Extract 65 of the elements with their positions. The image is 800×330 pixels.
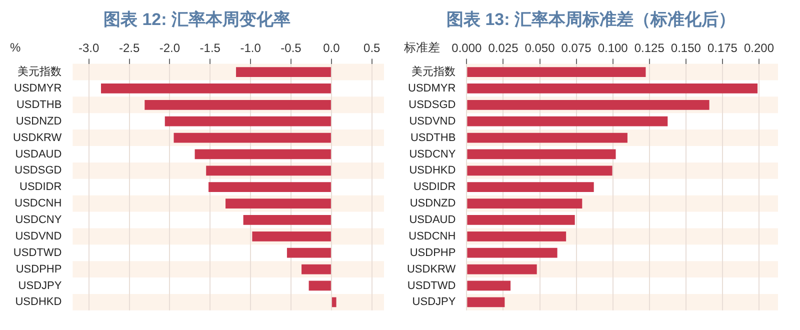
y-tick-label: USDTHB (16, 98, 62, 111)
x-tick-label: 0.200 (744, 40, 774, 55)
bar (467, 280, 511, 291)
y-tick-label: USDKRW (12, 132, 62, 144)
x-tick-label: 0.025 (488, 40, 519, 55)
y-tick-label: USDPHP (16, 263, 62, 276)
y-tick-label: USDJPY (412, 296, 456, 308)
x-tick-label: -0.5 (280, 40, 302, 55)
y-tick-label: USDCNY (15, 214, 62, 226)
y-tick-label: USDNZD (16, 115, 62, 128)
x-tick-label: 0.5 (364, 40, 381, 55)
x-axis-title: 标准差 (403, 40, 440, 55)
chart-title: 图表 12: 汇率本周变化率 (103, 10, 291, 29)
bar (467, 264, 537, 274)
x-tick-label: 0.0 (323, 40, 340, 55)
y-tick-label: USDAUD (15, 148, 62, 160)
bar (467, 67, 646, 77)
y-tick-label: USDKRW (406, 263, 456, 276)
bar (467, 166, 612, 176)
y-tick-label: USDSGD (14, 164, 62, 177)
bar (467, 231, 566, 242)
y-tick-label: USDPHP (410, 246, 456, 259)
x-tick-label: 0.050 (524, 40, 556, 55)
y-tick-label: USDSGD (408, 98, 456, 111)
y-tick-label: USDIDR (20, 181, 62, 194)
bar (467, 215, 575, 225)
y-tick-label: USDTWD (13, 246, 62, 259)
x-tick-label: 0.075 (561, 40, 592, 55)
y-tick-label: USDVND (15, 230, 62, 242)
y-tick-label: USDNZD (410, 198, 456, 210)
x-tick-label: 0.125 (634, 40, 665, 55)
x-axis-title: % (10, 40, 21, 55)
y-tick-label: USDIDR (414, 181, 456, 194)
x-tick-label: 0.100 (598, 40, 628, 55)
x-tick-label: 0.000 (452, 40, 482, 55)
y-tick-label: USDAUD (409, 214, 456, 226)
y-tick-label: 美元指数 (412, 65, 456, 78)
y-tick-label: USDCNH (408, 230, 456, 242)
x-tick-label: -3.0 (78, 40, 100, 55)
bar (467, 297, 505, 308)
x-tick-label: -1.5 (200, 40, 221, 55)
y-tick-label: USDCNY (409, 148, 456, 160)
y-tick-label: USDCNH (14, 198, 62, 210)
y-tick-label: USDMYR (14, 82, 62, 94)
bar (467, 248, 558, 258)
bar (467, 84, 758, 94)
x-tick-label: -2.5 (118, 40, 140, 55)
bar (467, 182, 594, 192)
bar (467, 198, 582, 208)
bar (467, 132, 628, 143)
x-tick-label: 0.175 (707, 40, 738, 55)
y-tick-label: USDMYR (408, 82, 456, 94)
y-tick-label: USDHKD (15, 296, 62, 308)
x-tick-label: -2.0 (159, 40, 180, 55)
y-tick-label: USDHKD (409, 164, 456, 177)
y-tick-label: 美元指数 (18, 65, 62, 78)
y-tick-label: USDTWD (407, 280, 456, 292)
x-tick-label: 0.150 (670, 40, 702, 55)
y-tick-label: USDVND (409, 115, 456, 128)
y-tick-label: USDJPY (18, 280, 62, 292)
bar (467, 116, 668, 126)
chart-title: 图表 13: 汇率本周标准差（标准化后） (446, 10, 736, 29)
x-tick-label: -1.0 (240, 40, 262, 55)
bar (467, 149, 616, 160)
y-tick-label: USDTHB (410, 132, 456, 144)
